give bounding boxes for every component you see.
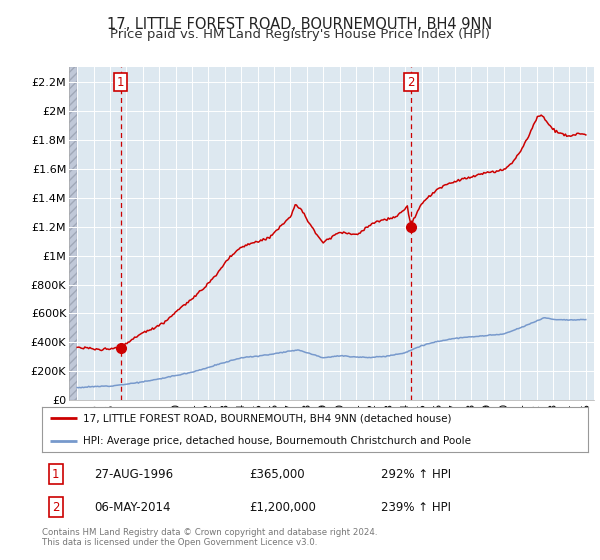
Text: 239% ↑ HPI: 239% ↑ HPI [380,501,451,514]
Text: 1: 1 [117,76,124,88]
Text: 292% ↑ HPI: 292% ↑ HPI [380,468,451,480]
Text: 2: 2 [407,76,415,88]
Text: 17, LITTLE FOREST ROAD, BOURNEMOUTH, BH4 9NN (detached house): 17, LITTLE FOREST ROAD, BOURNEMOUTH, BH4… [83,413,451,423]
Text: 27-AUG-1996: 27-AUG-1996 [94,468,173,480]
Text: 06-MAY-2014: 06-MAY-2014 [94,501,170,514]
Text: 2: 2 [52,501,59,514]
Text: HPI: Average price, detached house, Bournemouth Christchurch and Poole: HPI: Average price, detached house, Bour… [83,436,471,446]
Text: £1,200,000: £1,200,000 [250,501,316,514]
Text: Contains HM Land Registry data © Crown copyright and database right 2024.
This d: Contains HM Land Registry data © Crown c… [42,528,377,547]
Text: £365,000: £365,000 [250,468,305,480]
Text: Price paid vs. HM Land Registry's House Price Index (HPI): Price paid vs. HM Land Registry's House … [110,28,490,41]
Polygon shape [69,67,77,400]
Text: 17, LITTLE FOREST ROAD, BOURNEMOUTH, BH4 9NN: 17, LITTLE FOREST ROAD, BOURNEMOUTH, BH4… [107,17,493,32]
Text: 1: 1 [52,468,59,480]
